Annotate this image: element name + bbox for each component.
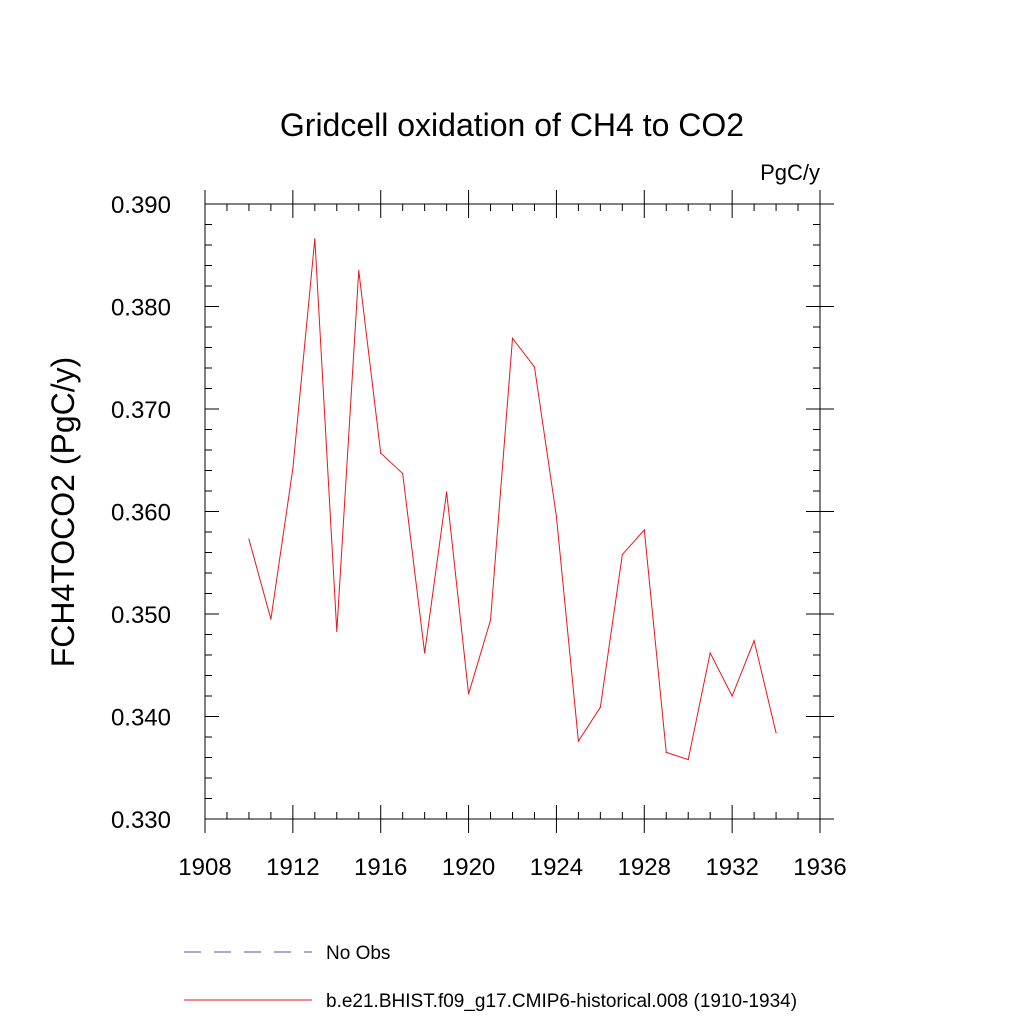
data-point [402,472,404,475]
legend: No Obs b.e21.BHIST.f09_g17.CMIP6-historic… [184,943,797,1012]
x-tick-label: 1924 [530,854,583,881]
y-tick-label: 0.340 [111,705,171,732]
x-tick-label: 1912 [266,854,319,881]
y-tick-label: 0.390 [111,192,171,219]
legend-label: No Obs [326,943,390,964]
y-tick-label: 0.380 [111,295,171,322]
data-point [731,695,733,697]
data-point [775,732,777,734]
ticks-layer [204,190,834,833]
data-point [555,516,558,518]
data-point [687,758,689,761]
data-point [665,751,667,753]
data-point [599,706,601,708]
data-point [753,640,755,642]
x-tick-label: 1908 [178,854,231,881]
data-point [643,529,645,531]
chart-title: Gridcell oxidation of CH4 to CO2 [280,107,744,143]
y-tick-label: 0.330 [111,807,171,834]
x-tick-label: 1928 [618,854,671,881]
y-tick-label: 0.370 [111,397,171,424]
data-point [467,693,470,695]
y-tick-label: 0.360 [111,500,171,527]
y-axis-label: FCH4TOCO2 (PgC/y) [45,357,81,668]
data-point [577,740,579,742]
data-point [424,652,426,654]
units-label: PgC/y [760,160,820,185]
x-tick-label: 1936 [793,854,846,881]
tick-labels-layer: 1908 1912 1916 1920 1924 1928 1932 1936 0.330 0.3… [111,192,847,881]
data-point [292,467,294,470]
data-point [489,619,492,621]
data-point [314,238,316,240]
data-point [511,337,514,339]
series-layer [248,238,777,761]
plot-frame [204,203,821,820]
data-point [621,553,623,556]
x-tick-label: 1920 [442,854,495,881]
legend-label: b.e21.BHIST.f09_g17.CMIP6-historical.008… [326,991,797,1012]
data-point [336,630,338,633]
y-tick-label: 0.350 [111,602,171,629]
data-point [358,270,360,272]
data-point [709,652,711,654]
data-point [380,452,382,454]
data-point [446,491,448,493]
data-point [533,366,536,368]
x-tick-label: 1916 [354,854,407,881]
x-tick-label: 1932 [705,854,758,881]
data-point [270,618,272,620]
series-line [248,238,777,761]
data-point [248,538,250,540]
